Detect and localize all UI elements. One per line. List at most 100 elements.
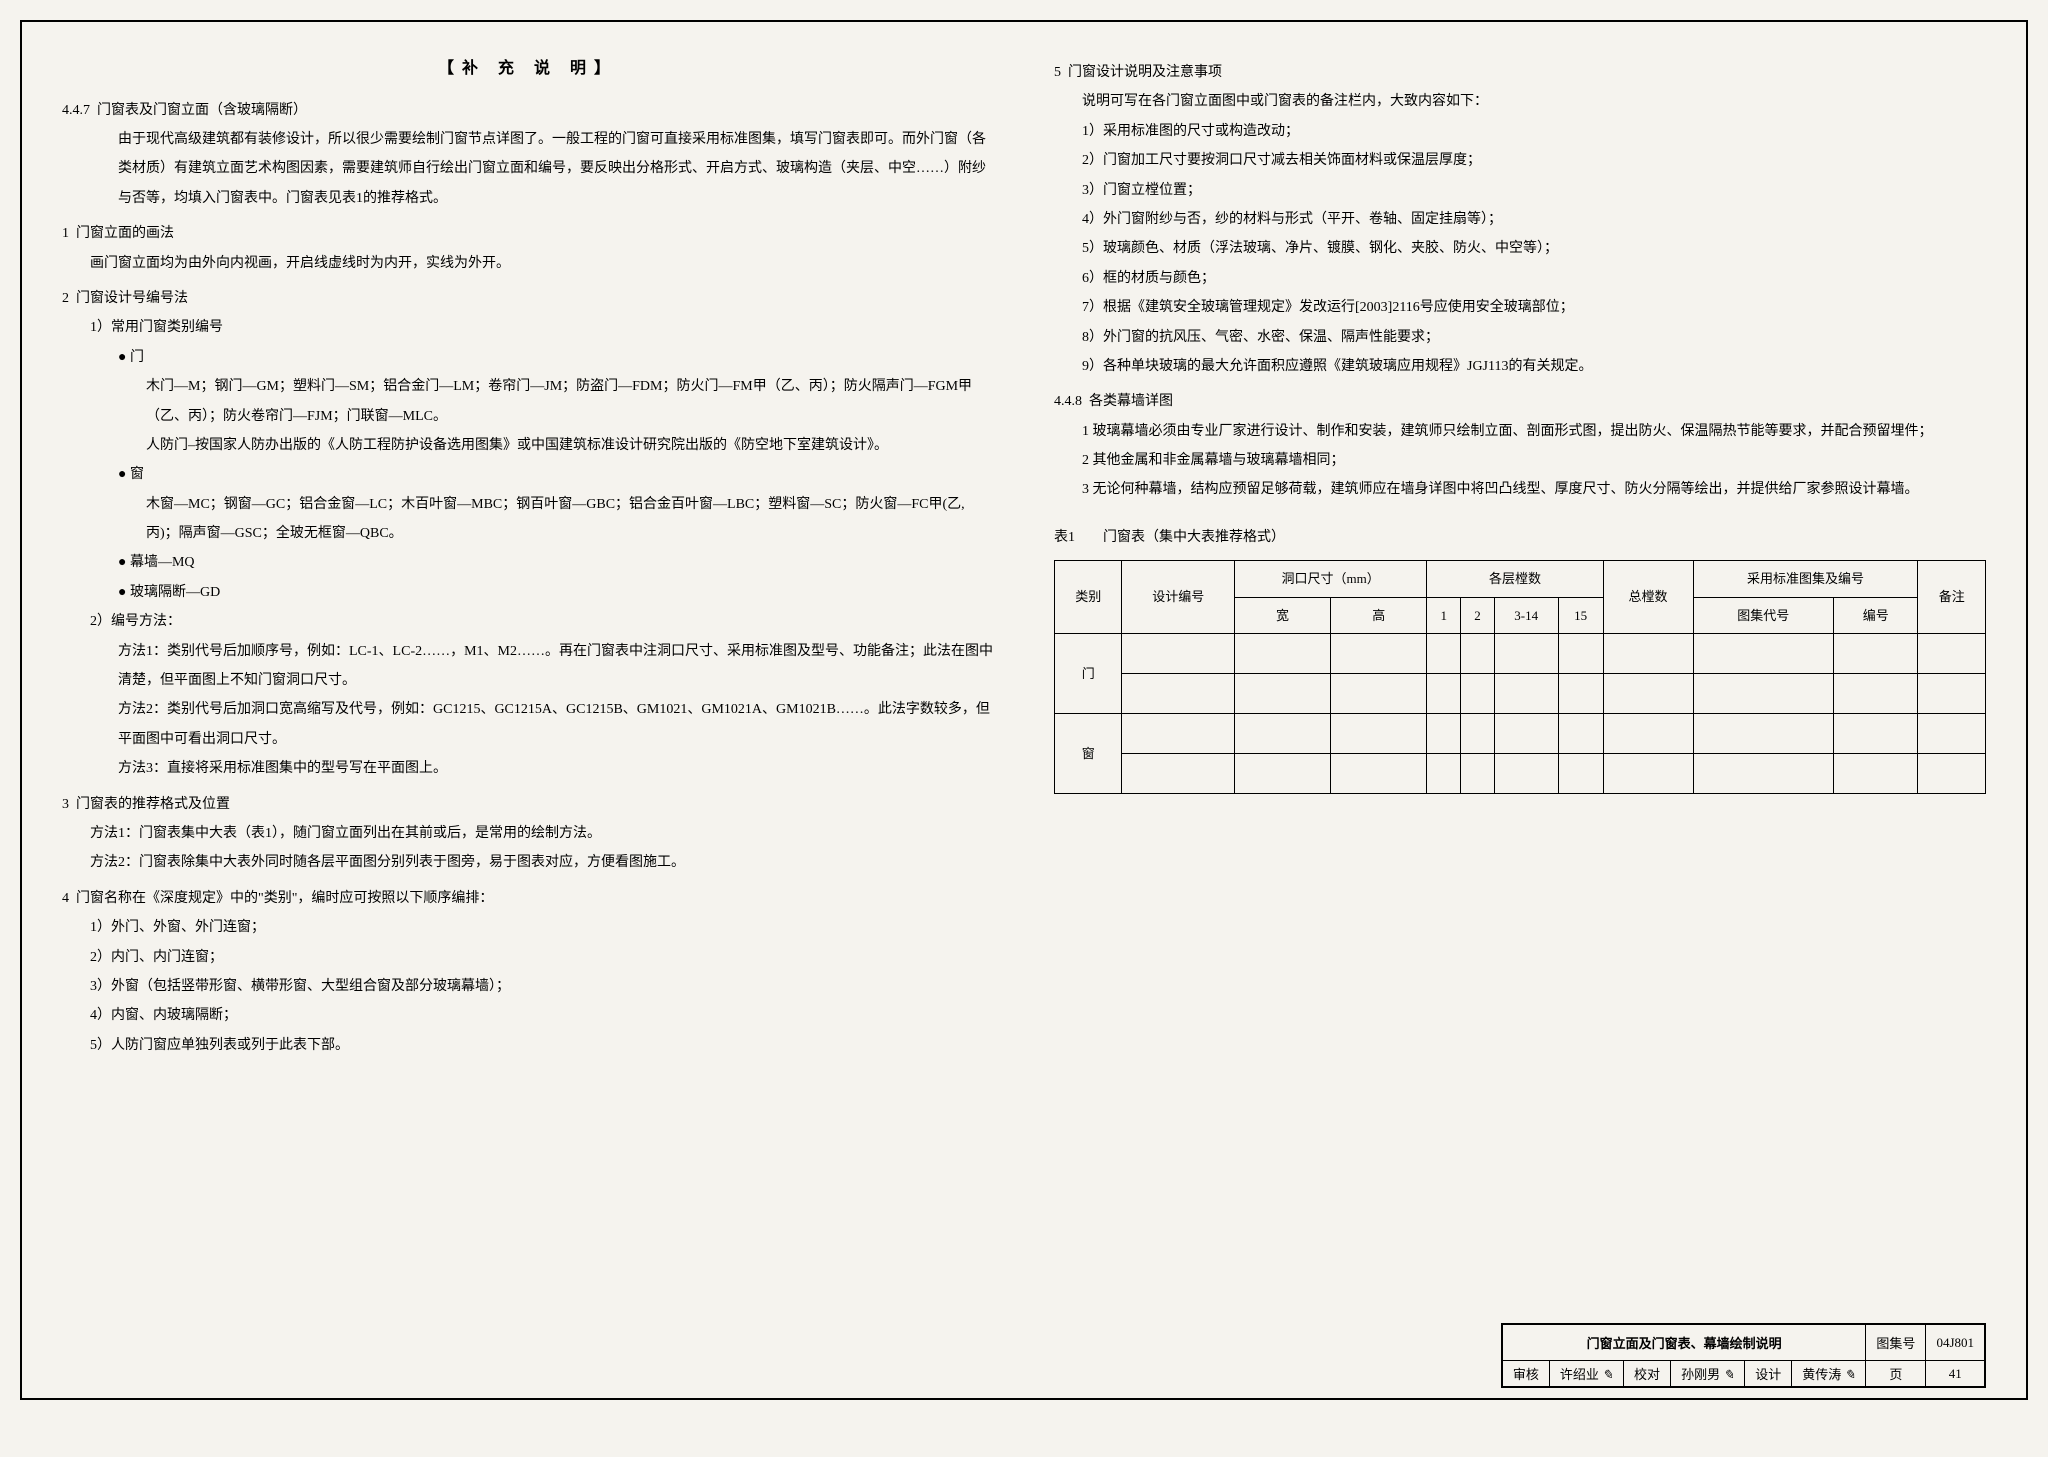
- sec-num: 1: [62, 226, 69, 241]
- set-code: 04J801: [1926, 1325, 1985, 1361]
- item-4-5: 5）人防门窗应单独列表或列于此表下部。: [62, 1031, 994, 1060]
- method-2: 方法2：门窗表除集中大表外同时随各层平面图分别列表于图旁，易于图表对应，方便看图…: [62, 848, 994, 877]
- sec-title: 门窗名称在《深度规定》中的"类别"，编时应可按照以下顺序编排：: [76, 891, 493, 906]
- review-name-text: 许绍业: [1560, 1367, 1599, 1382]
- col-note: 备注: [1918, 561, 1986, 634]
- item-5-9: 9）各种单块玻璃的最大允许面积应遵照《建筑玻璃应用规程》JGJ113的有关规定。: [1054, 352, 1986, 381]
- design-label: 设计: [1745, 1361, 1792, 1387]
- col-height: 高: [1331, 597, 1427, 633]
- item-5-5: 5）玻璃颜色、材质（浮法玻璃、净片、镀膜、钢化、夹胶、防火、中空等）；: [1054, 234, 1986, 263]
- col-floor-count: 各层樘数: [1427, 561, 1603, 597]
- method-3: 方法3：直接将采用标准图集中的型号写在平面图上。: [62, 754, 994, 783]
- item-2-1: 1）常用门窗类别编号: [62, 313, 994, 342]
- col-f4: 15: [1558, 597, 1603, 633]
- review-name: 许绍业 ✎: [1549, 1361, 1623, 1387]
- signature-icon: ✎: [1723, 1367, 1734, 1382]
- sec-num: 5: [1054, 65, 1061, 80]
- item-4-1: 1）外门、外窗、外门连窗；: [62, 913, 994, 942]
- cell-window: 窗: [1055, 713, 1122, 793]
- page-number: 41: [1926, 1361, 1985, 1387]
- item-448-3: 3 无论何种幕墙，结构应预留足够荷载，建筑师应在墙身详图中将凹凸线型、厚度尺寸、…: [1054, 475, 1986, 504]
- col-hole-size: 洞口尺寸（mm）: [1234, 561, 1426, 597]
- section-4-4-8: 4.4.8 各类幕墙详图: [1054, 387, 1986, 416]
- item-4-4: 4）内窗、内玻璃隔断；: [62, 1001, 994, 1030]
- set-label: 图集号: [1866, 1325, 1926, 1361]
- item-5-2: 2）门窗加工尺寸要按洞口尺寸减去相关饰面材料或保温层厚度；: [1054, 146, 1986, 175]
- table-caption-text: 门窗表（集中大表推荐格式）: [1103, 530, 1285, 545]
- review-label: 审核: [1502, 1361, 1549, 1387]
- page-label: 页: [1866, 1361, 1926, 1387]
- item-4-3: 3）外窗（包括竖带形窗、横带形窗、大型组合窗及部分玻璃幕墙）；: [62, 972, 994, 1001]
- col-f1: 1: [1427, 597, 1461, 633]
- item-4-2: 2）内门、内门连窗；: [62, 943, 994, 972]
- sec-title: 门窗设计说明及注意事项: [1068, 65, 1222, 80]
- bullet-door: ● 门: [62, 343, 994, 372]
- section-4-4-7: 4.4.7 门窗表及门窗立面（含玻璃隔断）: [62, 96, 994, 125]
- item-5-1: 1）采用标准图的尺寸或构造改动；: [1054, 117, 1986, 146]
- para: 人防门–按国家人防办出版的《人防工程防护设备选用图集》或中国建筑标准设计研究院出…: [62, 431, 994, 460]
- col-standard: 采用标准图集及编号: [1693, 561, 1918, 597]
- sec-title: 门窗表及门窗立面（含玻璃隔断）: [97, 103, 307, 118]
- bullet-window: ● 窗: [62, 460, 994, 489]
- item-5-7: 7）根据《建筑安全玻璃管理规定》发改运行[2003]2116号应使用安全玻璃部位…: [1054, 293, 1986, 322]
- right-column: 5 门窗设计说明及注意事项 说明可写在各门窗立面图中或门窗表的备注栏内，大致内容…: [1054, 52, 1986, 1060]
- table-row: [1055, 753, 1986, 793]
- item-448-1: 1 玻璃幕墙必须由专业厂家进行设计、制作和安装，建筑师只绘制立面、剖面形式图，提…: [1054, 417, 1986, 446]
- design-name: 黄传涛 ✎: [1792, 1361, 1866, 1387]
- signature-icon: ✎: [1602, 1367, 1613, 1382]
- signature-icon: ✎: [1845, 1367, 1856, 1382]
- col-design-no: 设计编号: [1122, 561, 1234, 634]
- section-1: 1 门窗立面的画法: [62, 219, 994, 248]
- col-std-code: 图集代号: [1693, 597, 1834, 633]
- para: 木窗—MC；钢窗—GC；铝合金窗—LC；木百叶窗—MBC；钢百叶窗—GBC；铝合…: [62, 490, 994, 549]
- sec-num: 4: [62, 891, 69, 906]
- sec-title: 门窗立面的画法: [76, 226, 174, 241]
- item-5-6: 6）框的材质与颜色；: [1054, 264, 1986, 293]
- para: 由于现代高级建筑都有装修设计，所以很少需要绘制门窗节点详图了。一般工程的门窗可直…: [62, 125, 994, 213]
- para: 说明可写在各门窗立面图中或门窗表的备注栏内，大致内容如下：: [1054, 87, 1986, 116]
- para: 画门窗立面均为由外向内视画，开启线虚线时为内开，实线为外开。: [62, 249, 994, 278]
- signature-row: 审核 许绍业 ✎ 校对 孙刚男 ✎ 设计 黄传涛 ✎ 页 41: [1502, 1361, 1984, 1387]
- title-block-table: 门窗立面及门窗表、幕墙绘制说明 图集号 04J801 审核 许绍业 ✎ 校对 孙…: [1502, 1324, 1985, 1387]
- drawing-title: 门窗立面及门窗表、幕墙绘制说明: [1502, 1325, 1866, 1361]
- table-header-row-1: 类别 设计编号 洞口尺寸（mm） 各层樘数 总樘数 采用标准图集及编号 备注: [1055, 561, 1986, 597]
- check-name: 孙刚男 ✎: [1671, 1361, 1745, 1387]
- title-row: 门窗立面及门窗表、幕墙绘制说明 图集号 04J801: [1502, 1325, 1984, 1361]
- method-1: 方法1：类别代号后加顺序号，例如：LC-1、LC-2……，M1、M2……。再在门…: [62, 637, 994, 696]
- door-window-table: 类别 设计编号 洞口尺寸（mm） 各层樘数 总樘数 采用标准图集及编号 备注 宽…: [1054, 560, 1986, 794]
- sec-num: 2: [62, 291, 69, 306]
- table-caption: 表1 门窗表（集中大表推荐格式）: [1054, 523, 1986, 552]
- col-f2: 2: [1461, 597, 1495, 633]
- table-row: 门: [1055, 633, 1986, 673]
- item-5-4: 4）外门窗附纱与否，纱的材料与形式（平开、卷轴、固定挂扇等）；: [1054, 205, 1986, 234]
- page-frame: 【补 充 说 明】 4.4.7 门窗表及门窗立面（含玻璃隔断） 由于现代高级建筑…: [20, 20, 2028, 1400]
- cell-door: 门: [1055, 633, 1122, 713]
- bullet-glass-partition: ● 玻璃隔断—GD: [62, 578, 994, 607]
- col-total: 总樘数: [1603, 561, 1693, 634]
- table-row: [1055, 673, 1986, 713]
- sec-num: 3: [62, 797, 69, 812]
- col-f3: 3-14: [1494, 597, 1558, 633]
- title-block: 门窗立面及门窗表、幕墙绘制说明 图集号 04J801 审核 许绍业 ✎ 校对 孙…: [1501, 1323, 1986, 1388]
- left-column: 【补 充 说 明】 4.4.7 门窗表及门窗立面（含玻璃隔断） 由于现代高级建筑…: [62, 52, 994, 1060]
- table-label: 表1: [1054, 530, 1075, 545]
- item-2-2: 2）编号方法：: [62, 607, 994, 636]
- method-1: 方法1：门窗表集中大表（表1），随门窗立面列出在其前或后，是常用的绘制方法。: [62, 819, 994, 848]
- para: 木门—M；钢门—GM；塑料门—SM；铝合金门—LM；卷帘门—JM；防盗门—FDM…: [62, 372, 994, 431]
- method-2: 方法2：类别代号后加洞口宽高缩写及代号，例如：GC1215、GC1215A、GC…: [62, 695, 994, 754]
- item-5-8: 8）外门窗的抗风压、气密、水密、保温、隔声性能要求；: [1054, 323, 1986, 352]
- sec-num: 4.4.7: [62, 103, 90, 118]
- section-3: 3 门窗表的推荐格式及位置: [62, 790, 994, 819]
- col-width: 宽: [1234, 597, 1330, 633]
- section-5: 5 门窗设计说明及注意事项: [1054, 58, 1986, 87]
- sec-title: 门窗表的推荐格式及位置: [76, 797, 230, 812]
- item-5-3: 3）门窗立樘位置；: [1054, 176, 1986, 205]
- check-name-text: 孙刚男: [1681, 1367, 1720, 1382]
- sec-num: 4.4.8: [1054, 394, 1082, 409]
- design-name-text: 黄传涛: [1802, 1367, 1841, 1382]
- check-label: 校对: [1624, 1361, 1671, 1387]
- sec-title: 门窗设计号编号法: [76, 291, 188, 306]
- bullet-curtain-wall: ● 幕墙—MQ: [62, 548, 994, 577]
- section-2: 2 门窗设计号编号法: [62, 284, 994, 313]
- sec-title: 各类幕墙详图: [1089, 394, 1173, 409]
